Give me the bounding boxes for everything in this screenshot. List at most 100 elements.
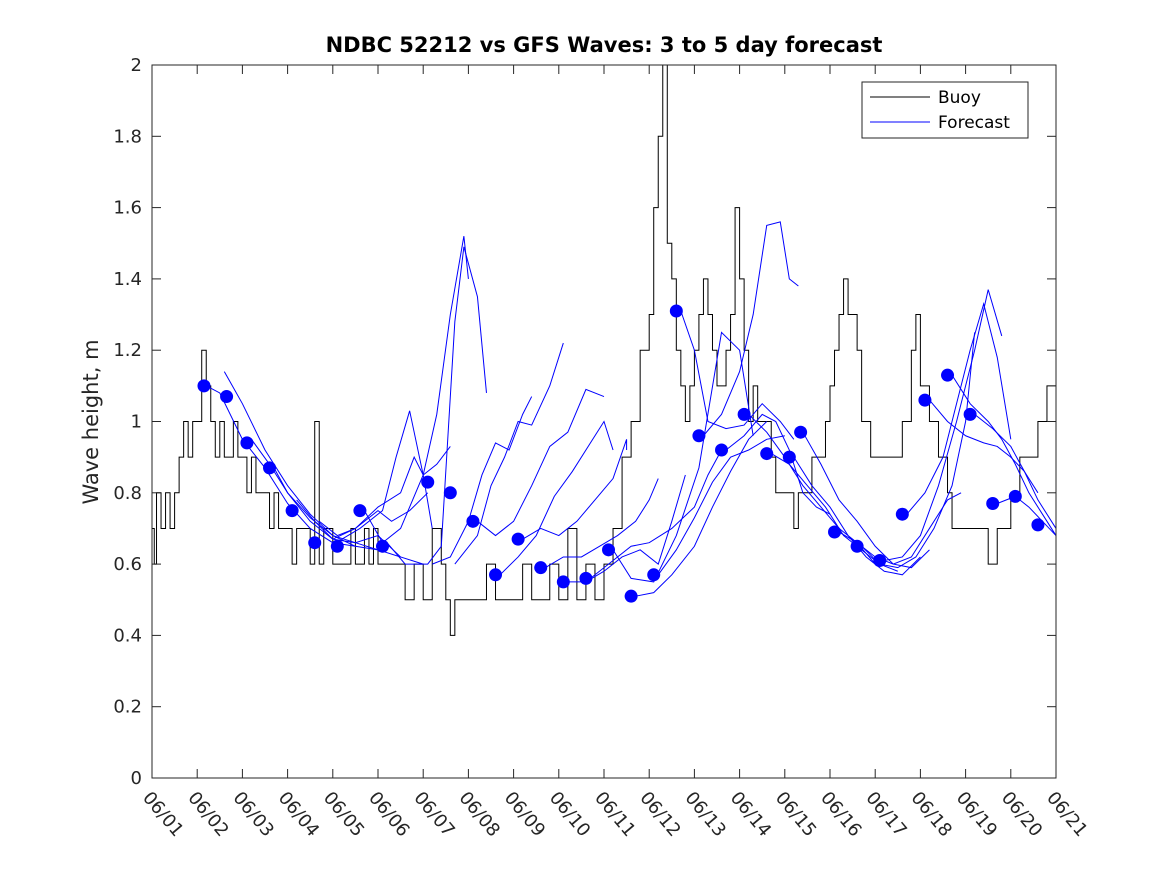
forecast-point: [330, 539, 344, 553]
y-tick-label: 0.2: [113, 697, 142, 718]
y-tick-label: 1.8: [113, 126, 142, 147]
y-tick-label: 1.2: [113, 340, 142, 361]
forecast-point: [737, 407, 751, 421]
x-tick-label: 06/02: [183, 788, 232, 841]
forecast-point: [489, 568, 503, 582]
forecast-run-line-15: [544, 478, 659, 569]
y-tick-label: 1: [131, 412, 142, 433]
forecast-point: [782, 450, 796, 464]
forecast-point: [466, 514, 480, 528]
x-tick-label: 06/13: [681, 788, 730, 841]
forecast-point: [534, 561, 548, 575]
forecast-point: [353, 504, 367, 518]
forecast-run-line-18: [612, 331, 754, 583]
forecast-run-line-13: [499, 420, 614, 576]
y-tick-label: 1.6: [113, 198, 142, 219]
forecast-run-line-14: [522, 439, 628, 540]
forecast-run-line-4: [273, 467, 424, 565]
forecast-run-line-11: [454, 342, 564, 565]
forecast-run-line-21: [680, 310, 795, 440]
forecast-points: [197, 304, 1045, 603]
x-tick-label: 06/11: [590, 788, 639, 841]
forecast-point: [963, 407, 977, 421]
forecast-run-line-32: [929, 399, 1039, 494]
forecast-run-line-2: [223, 371, 379, 551]
y-tick-label: 1.4: [113, 269, 142, 290]
x-tick-label: 06/08: [455, 788, 504, 841]
legend-box: [861, 81, 1029, 139]
x-tick-label: 06/06: [364, 788, 413, 841]
forecast-point: [715, 443, 729, 457]
forecast-point: [220, 390, 234, 404]
forecast-point: [556, 575, 570, 589]
x-tick-label: 06/17: [861, 788, 910, 841]
forecast-point: [1031, 518, 1045, 532]
legend-forecast-label: Forecast: [938, 113, 1010, 133]
x-tick-label: 06/16: [816, 788, 865, 841]
buoy-line: [152, 64, 1057, 636]
forecast-run-line-30: [884, 289, 1003, 562]
x-tick-label: 06/15: [771, 788, 820, 841]
forecast-point: [602, 543, 616, 557]
x-tick-label: 06/20: [997, 788, 1046, 841]
x-tick-label: 06/19: [952, 788, 1001, 841]
forecast-run-line-5: [296, 492, 429, 540]
x-tick-label: 06/10: [545, 788, 594, 841]
forecast-lines: [206, 221, 1057, 597]
x-tick-label: 06/18: [907, 788, 956, 841]
y-tick-label: 0.6: [113, 554, 142, 575]
forecast-point: [624, 589, 638, 603]
forecast-point: [986, 497, 1000, 510]
forecast-run-line-8: [364, 236, 469, 544]
forecast-point: [376, 539, 390, 553]
forecast-point: [850, 539, 864, 553]
forecast-point: [511, 532, 525, 546]
forecast-run-line-24: [748, 414, 876, 565]
forecast-run-line-34: [974, 413, 1057, 529]
forecast-point: [918, 393, 932, 407]
legend-buoy-label: Buoy: [938, 88, 981, 108]
x-tick-label: 06/07: [409, 788, 458, 841]
forecast-point: [1008, 489, 1022, 503]
forecast-point: [240, 436, 254, 450]
forecast-run-line-6: [318, 455, 433, 537]
x-tick-label: 06/09: [500, 788, 549, 841]
x-tick-label: 06/21: [1042, 788, 1091, 841]
x-tick-label: 06/04: [274, 788, 323, 841]
legend: Buoy Forecast: [861, 81, 1029, 139]
buoy-series: [152, 64, 1057, 636]
forecast-point: [579, 571, 593, 585]
forecast-run-line-7: [341, 410, 451, 540]
forecast-point: [647, 568, 661, 582]
forecast-point: [873, 554, 887, 568]
forecast-run-line-31: [906, 301, 1012, 515]
x-tick-label: 06/03: [229, 788, 278, 841]
forecast-point: [421, 475, 435, 489]
chart-title: NDBC 52212 vs GFS Waves: 3 to 5 day fore…: [326, 33, 883, 57]
forecast-point: [285, 504, 299, 518]
forecast-point: [692, 429, 706, 443]
x-tick-label: 06/01: [138, 788, 187, 841]
x-tick-label: 06/12: [635, 788, 684, 841]
x-tick-label: 06/05: [319, 788, 368, 841]
forecast-point: [760, 447, 774, 461]
forecast-run-line-17: [590, 449, 722, 579]
y-tick-label: 0.4: [113, 625, 142, 646]
forecast-point: [443, 486, 457, 500]
y-tick-label: 0.8: [113, 483, 142, 504]
y-tick-label: 2: [131, 55, 142, 76]
forecast-run-line-22: [703, 221, 799, 437]
forecast-run-line-19: [635, 421, 768, 597]
forecast-point: [828, 525, 842, 539]
forecast-point: [669, 304, 683, 318]
forecast-run-line-27: [802, 431, 930, 569]
y-tick-label: 0: [131, 768, 142, 789]
forecast-run-line-33: [951, 374, 1057, 536]
forecast-point: [308, 536, 322, 550]
forecast-point: [895, 507, 909, 521]
forecast-run-line-23: [725, 413, 831, 515]
forecast-run-line-20: [657, 435, 785, 576]
forecast-point: [794, 425, 808, 439]
y-axis-label: Wave height, m: [79, 339, 103, 504]
